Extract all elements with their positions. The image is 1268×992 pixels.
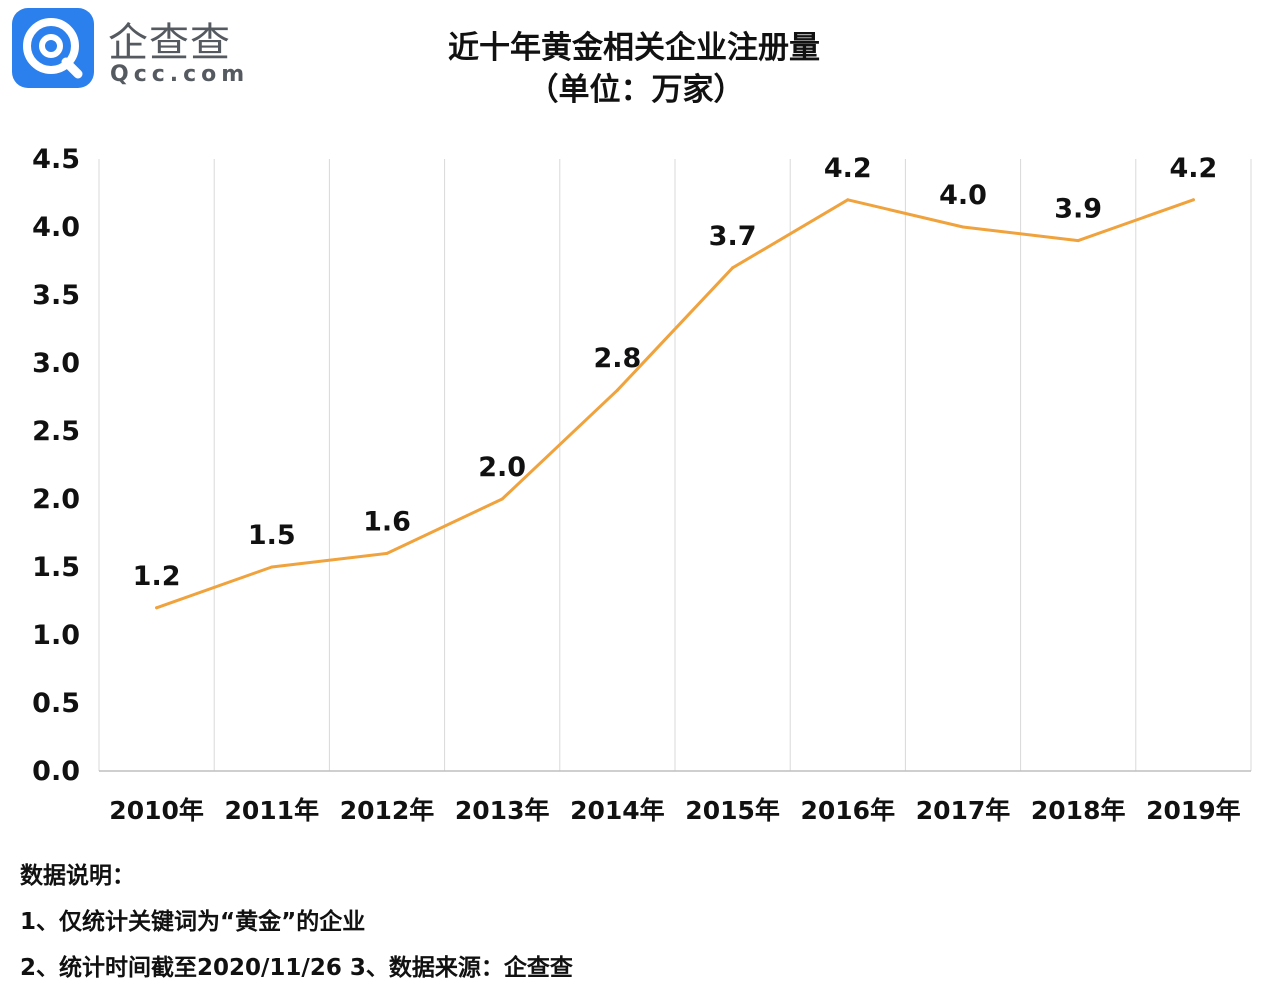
chart-title: 近十年黄金相关企业注册量 [448, 30, 820, 66]
line-chart: 0.0 0.5 1.0 1.5 2.0 2.5 3.0 3.5 4.0 4.5 2010年 2011年… [32, 144, 1252, 825]
y-tick-label: 2.5 [32, 416, 80, 447]
x-tick-label: 2018年 [1031, 796, 1126, 825]
data-point [385, 551, 389, 555]
data-point [961, 225, 965, 229]
data-point [615, 388, 619, 392]
data-point [846, 198, 850, 202]
data-point [731, 266, 735, 270]
x-tick-label: 2011年 [225, 796, 320, 825]
logo-domain: Qcc.com [110, 62, 250, 87]
data-point [270, 565, 274, 569]
data-label: 1.2 [133, 561, 181, 592]
data-label: 1.6 [363, 506, 411, 537]
x-tick-label: 2019年 [1146, 796, 1241, 825]
logo-name: 企查查 [108, 20, 231, 66]
y-tick-label: 2.0 [32, 484, 80, 515]
x-tick-label: 2015年 [685, 796, 780, 825]
data-label: 1.5 [248, 520, 296, 551]
y-tick-label: 4.0 [32, 212, 80, 243]
y-tick-label: 3.0 [32, 348, 80, 379]
data-point [1191, 198, 1195, 202]
y-tick-label: 3.5 [32, 280, 80, 311]
data-label: 4.0 [939, 180, 987, 211]
data-label: 2.0 [478, 452, 526, 483]
data-label: 2.8 [593, 343, 641, 374]
data-label: 4.2 [824, 153, 872, 184]
y-tick-label: 1.5 [32, 552, 80, 583]
qcc-logo: 企查查 Qcc.com [12, 8, 252, 90]
x-tick-label: 2010年 [109, 796, 204, 825]
qcc-logo-icon [12, 8, 94, 88]
x-tick-label: 2014年 [570, 796, 665, 825]
data-label: 3.9 [1054, 194, 1102, 225]
data-point [500, 497, 504, 501]
series-line [155, 198, 1195, 610]
data-point [1076, 239, 1080, 243]
x-tick-label: 2017年 [916, 796, 1011, 825]
chart-subtitle: （单位：万家） [527, 72, 745, 108]
y-tick-label: 0.0 [32, 756, 80, 787]
data-label: 4.2 [1169, 153, 1217, 184]
y-tick-label: 0.5 [32, 688, 80, 719]
y-tick-label: 1.0 [32, 620, 80, 651]
x-tick-label: 2013年 [455, 796, 550, 825]
notes-heading: 数据说明： [20, 863, 135, 889]
y-tick-label: 4.5 [32, 144, 80, 175]
data-point [155, 606, 159, 610]
notes-line-2: 2、统计时间截至2020/11/26 3、数据来源：企查查 [20, 955, 573, 981]
data-label: 3.7 [709, 221, 757, 252]
x-tick-label: 2016年 [801, 796, 896, 825]
notes-line-1: 1、仅统计关键词为“黄金”的企业 [20, 909, 366, 935]
x-tick-label: 2012年 [340, 796, 435, 825]
